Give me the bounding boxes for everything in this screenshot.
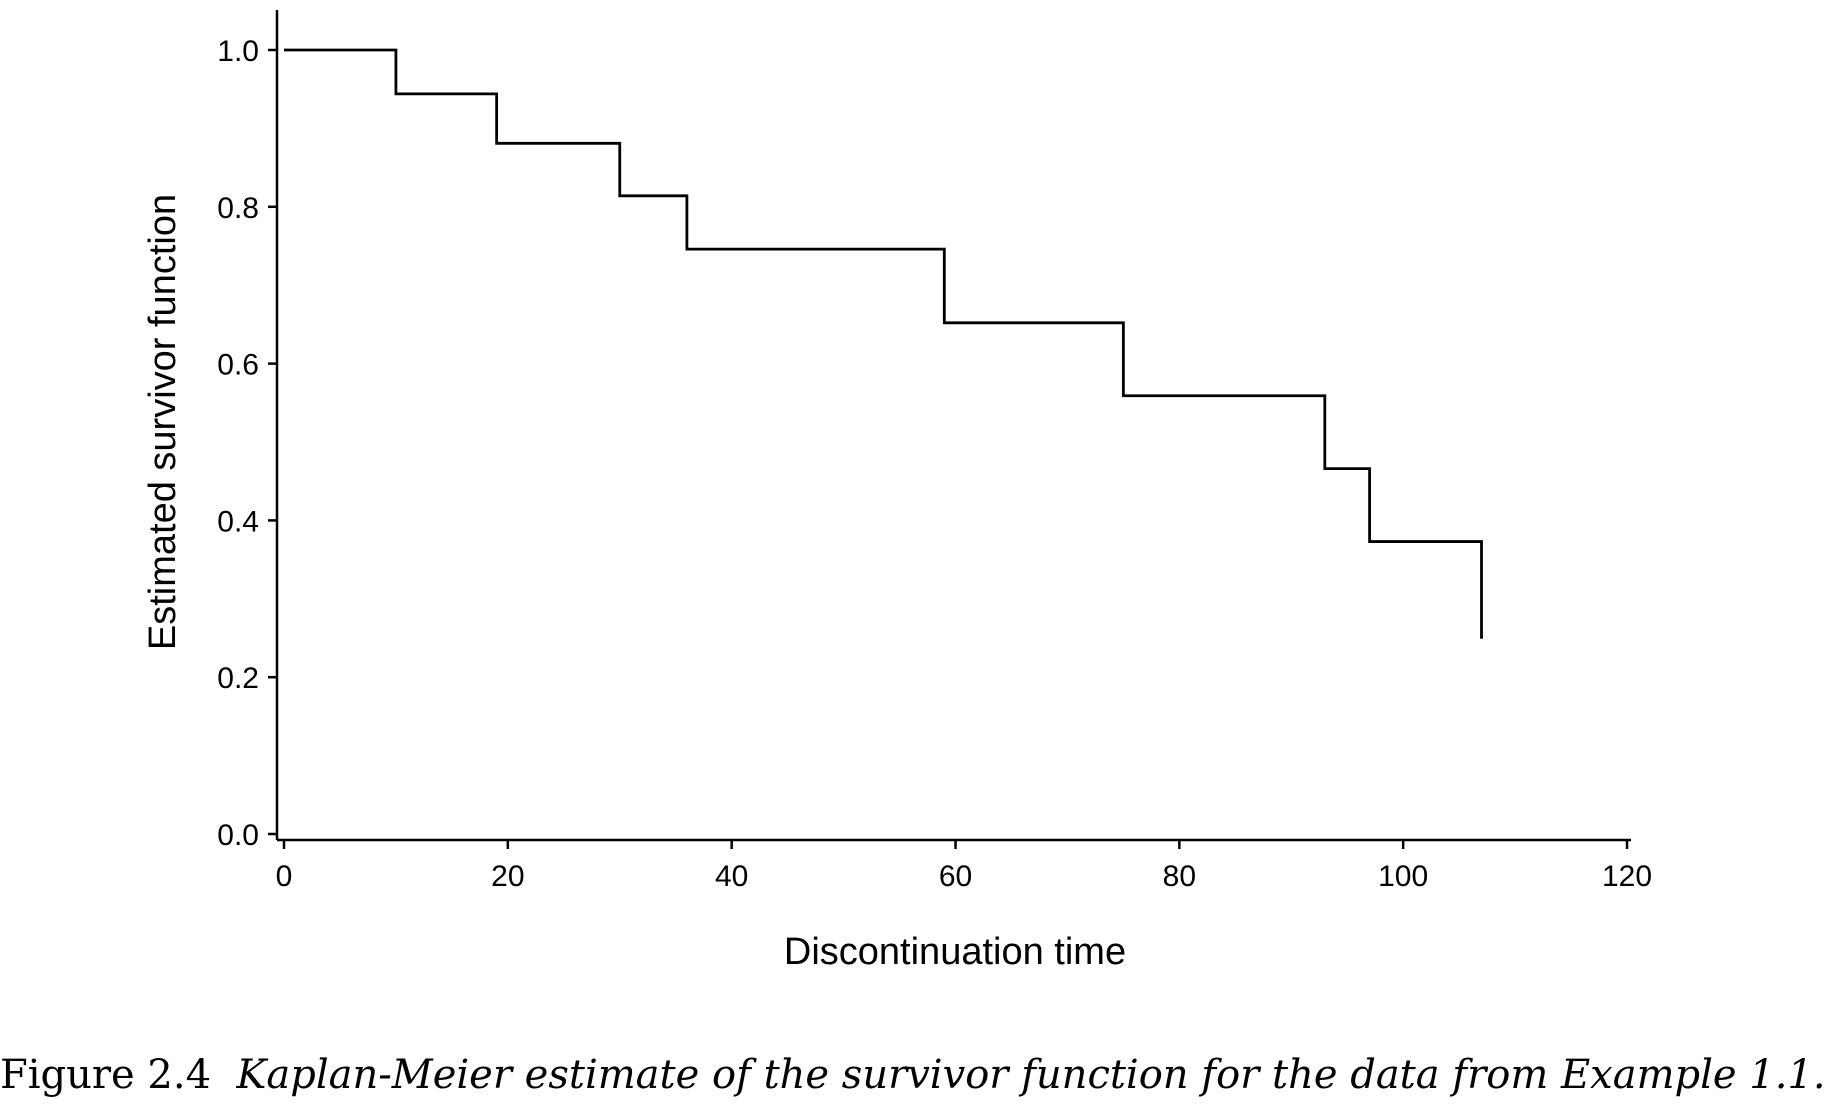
y-tick-label: 0.4: [217, 505, 259, 538]
x-axis-title: Discontinuation time: [784, 931, 1126, 973]
caption-text: Kaplan-Meier estimate of the survivor fu…: [236, 1052, 1826, 1098]
caption-label: Figure 2.4: [0, 1052, 212, 1098]
x-tick-label: 20: [491, 860, 524, 893]
x-tick-label: 100: [1378, 860, 1428, 893]
figure-caption: Figure 2.4 Kaplan-Meier estimate of the …: [0, 1050, 1847, 1100]
x-tick-label: 80: [1163, 860, 1196, 893]
y-axis-title: Estimated survivor function: [142, 194, 184, 650]
x-ticks: 0 20 40 60 80 100 120: [276, 840, 1652, 893]
y-tick-label: 1.0: [217, 35, 259, 68]
y-tick-label: 0.8: [217, 192, 259, 225]
y-ticks: 0.0 0.2 0.4 0.6 0.8 1.0: [217, 35, 277, 852]
x-tick-label: 40: [715, 860, 748, 893]
x-tick-label: 0: [276, 860, 293, 893]
y-tick-label: 0.2: [217, 662, 259, 695]
x-tick-label: 120: [1602, 860, 1652, 893]
km-step-curve: [284, 48, 1483, 639]
y-tick-label: 0.0: [217, 819, 259, 852]
y-tick-label: 0.6: [217, 349, 259, 382]
x-tick-label: 60: [939, 860, 972, 893]
